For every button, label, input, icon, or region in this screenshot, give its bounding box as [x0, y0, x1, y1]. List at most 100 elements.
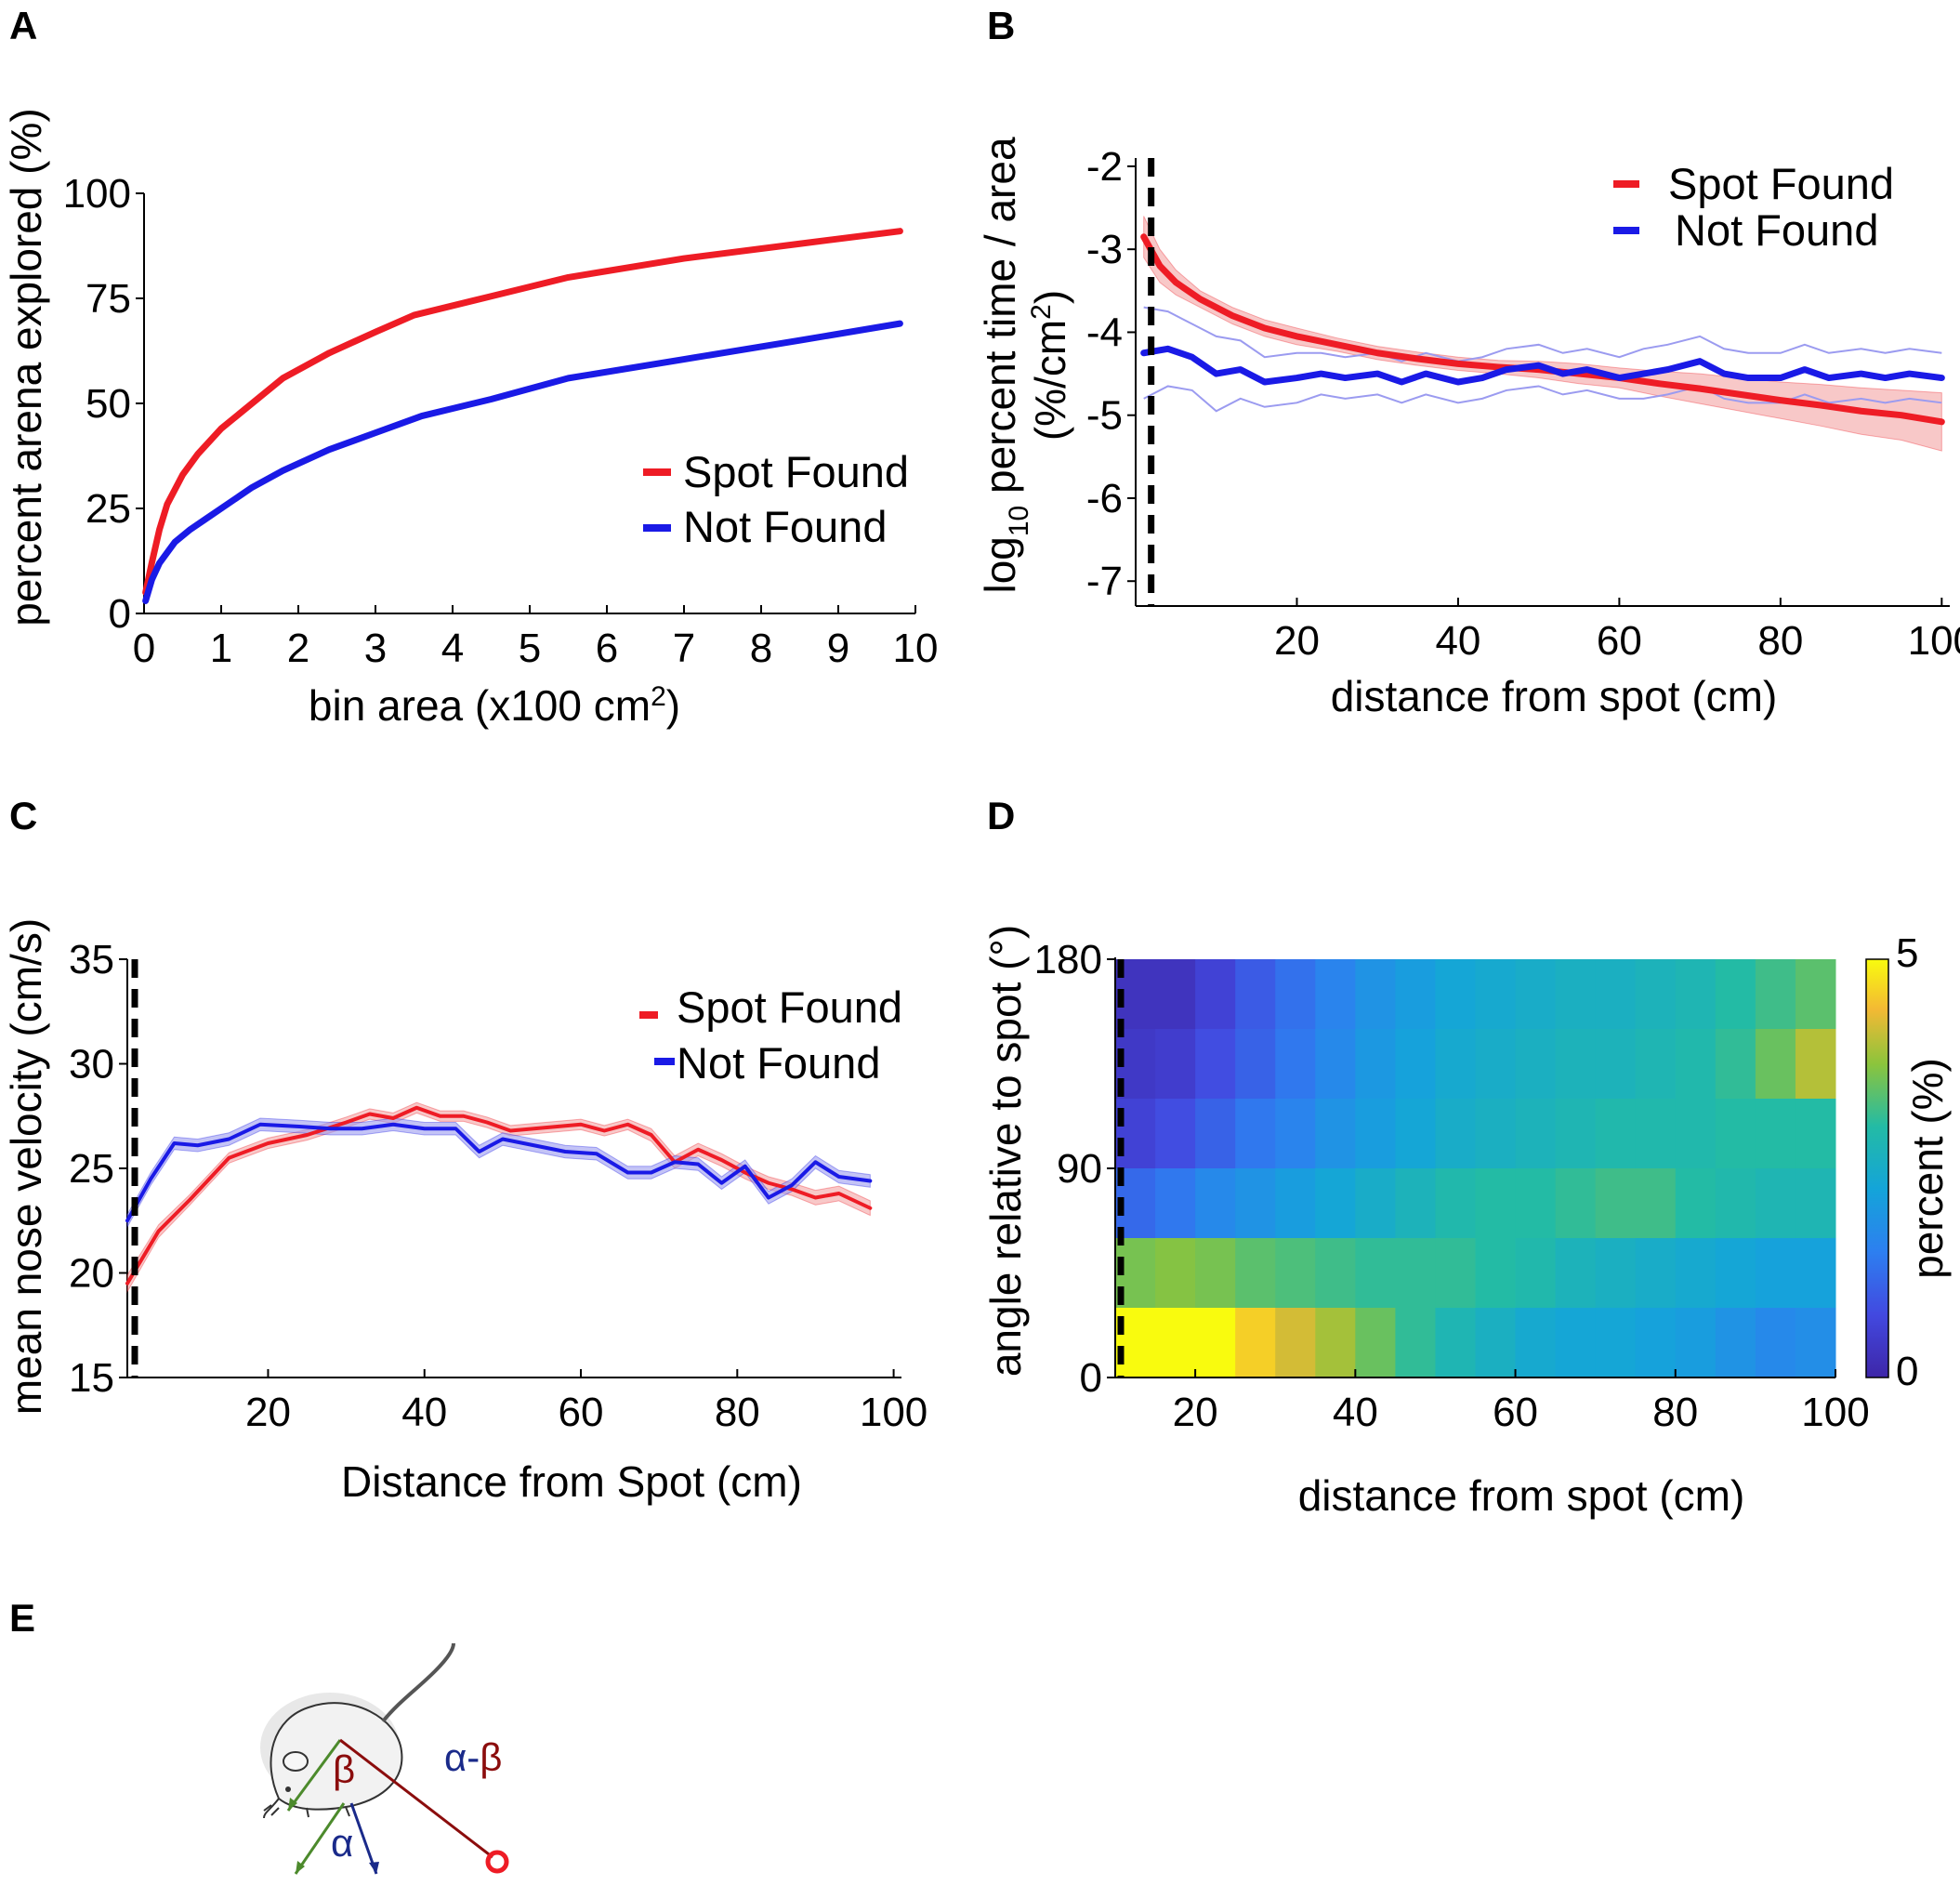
- d-heatmap-cell: [1755, 959, 1796, 1030]
- b-y-tick-label: -5: [1086, 393, 1123, 439]
- beta-label: β: [333, 1747, 355, 1791]
- panel-label-b: B: [987, 4, 1015, 47]
- d-heatmap-cell: [1395, 1308, 1436, 1378]
- d-heatmap-cell: [1155, 1029, 1196, 1100]
- d-heatmap-cell: [1795, 1308, 1836, 1378]
- d-y-tick-label: 0: [1080, 1355, 1102, 1401]
- b-legend-label-not-found: Not Found: [1675, 205, 1878, 255]
- d-heatmap-cell: [1555, 1029, 1597, 1100]
- d-heatmap-cell: [1475, 1308, 1517, 1378]
- d-x-tick-label: 60: [1493, 1390, 1538, 1435]
- c-found-error-band: [126, 1101, 871, 1294]
- d-heatmap-cell: [1475, 1029, 1517, 1100]
- d-heatmap-cell: [1795, 1238, 1836, 1309]
- d-heatmap-cell: [1675, 1308, 1717, 1378]
- heading-vector: [294, 1802, 346, 1875]
- d-heatmap-cell: [1595, 1099, 1637, 1169]
- d-heatmap-cell: [1595, 959, 1637, 1030]
- d-heatmap-cell: [1755, 1099, 1796, 1169]
- mouse-illustration: [260, 1642, 455, 1819]
- c-legend-label-not-found: Not Found: [677, 1038, 880, 1088]
- d-heatmap-cell: [1675, 1168, 1717, 1239]
- alpha-minus-beta-label: α-β: [444, 1735, 502, 1779]
- d-heatmap-cell: [1315, 1168, 1356, 1239]
- d-x-tick-label: 100: [1801, 1390, 1869, 1435]
- spot-marker-icon: [485, 1850, 509, 1874]
- d-heatmap-cell: [1435, 1099, 1476, 1169]
- heading-arrowhead-upper: [288, 1798, 297, 1811]
- panel-label-c: C: [9, 794, 37, 837]
- panel-label-d: D: [987, 794, 1015, 837]
- a-x-tick-label: 10: [893, 626, 939, 671]
- c-y-tick-label: 20: [69, 1251, 114, 1297]
- d-heatmap-cell: [1235, 959, 1276, 1030]
- d-y-tick-label: 180: [1034, 937, 1102, 982]
- b-x-tick-label: 80: [1757, 618, 1803, 664]
- d-heatmap-cell: [1795, 1099, 1836, 1169]
- d-heatmap-cell: [1275, 1308, 1316, 1378]
- d-heatmap-cell: [1235, 1029, 1276, 1100]
- a-series-line-not-found: [142, 320, 903, 604]
- d-heatmap-cell: [1395, 1168, 1436, 1239]
- b-not-found-lower-bound: [1143, 385, 1942, 413]
- b-x-tick-label: 40: [1435, 618, 1480, 664]
- b-x-tick-label: 60: [1597, 618, 1642, 664]
- d-heatmap-cell: [1715, 1029, 1756, 1100]
- c-legend-label-found: Spot Found: [677, 982, 902, 1032]
- d-heatmap-cell: [1795, 1168, 1836, 1239]
- d-heatmap-cell: [1235, 1168, 1276, 1239]
- d-heatmap-cell: [1715, 1238, 1756, 1309]
- d-heatmap-cell: [1515, 1308, 1557, 1378]
- d-heatmap-cell: [1435, 1238, 1476, 1309]
- b-not-found-upper-bound: [1143, 306, 1942, 362]
- d-heatmap-cell: [1595, 1238, 1637, 1309]
- d-heatmap-cell: [1515, 1099, 1557, 1169]
- d-heatmap-cell: [1275, 959, 1316, 1030]
- panel-a: A percent arena explored (%) bin area (x…: [2, 4, 938, 730]
- spot-vector: [339, 1738, 493, 1859]
- alpha-label: α: [331, 1821, 353, 1865]
- d-heatmap-cell: [1195, 1308, 1236, 1378]
- d-heatmap-cell: [1475, 1099, 1517, 1169]
- c-x-tick-label: 100: [860, 1390, 927, 1435]
- d-heatmap-cell: [1355, 1099, 1396, 1169]
- d-heatmap-cell: [1315, 959, 1356, 1030]
- a-y-tick-label: 75: [86, 276, 131, 322]
- d-heatmap-cell: [1715, 959, 1756, 1030]
- b-series-line-found: [1140, 233, 1945, 426]
- d-heatmap-cell: [1755, 1168, 1796, 1239]
- c-y-axis-label: mean nose velocity (cm/s): [2, 918, 50, 1415]
- direction-arrowhead: [369, 1862, 379, 1874]
- panel-d: D angle relative to spot (°) distance fr…: [981, 794, 1952, 1520]
- panel-label-e: E: [9, 1596, 35, 1640]
- c-y-tick-label: 25: [69, 1146, 114, 1192]
- heading-vector-upper: [286, 1739, 342, 1812]
- c-y-tick-label: 35: [69, 937, 114, 982]
- d-heatmap-cell: [1635, 1238, 1677, 1309]
- a-x-tick-label: 4: [441, 626, 464, 671]
- d-heatmap-cell: [1235, 1308, 1276, 1378]
- b-y-axis-label-units: (%/cm2): [1026, 290, 1074, 441]
- d-heatmap-cell: [1515, 1029, 1557, 1100]
- b-series-line-not-found: [1140, 345, 1945, 386]
- d-colorbar: [1865, 958, 1889, 1378]
- panel-e: E β α α-β: [9, 1596, 509, 1875]
- d-heatmap-cell: [1635, 1029, 1677, 1100]
- d-heatmap-cell: [1275, 1168, 1316, 1239]
- c-x-axis-label: Distance from Spot (cm): [341, 1457, 802, 1506]
- c-x-tick-label: 20: [245, 1390, 291, 1435]
- d-heatmap-cell: [1635, 959, 1677, 1030]
- d-heatmap-cell: [1555, 1308, 1597, 1378]
- d-heatmap-cell: [1715, 1099, 1756, 1169]
- a-y-tick-label: 50: [86, 381, 131, 427]
- d-heatmap-cell: [1315, 1238, 1356, 1309]
- d-y-tick-label: 90: [1057, 1146, 1102, 1192]
- heading-arrowhead: [296, 1861, 305, 1874]
- a-legend-label-found: Spot Found: [683, 447, 909, 496]
- d-heatmap-cell: [1675, 1099, 1717, 1169]
- d-heatmap-cell: [1355, 1168, 1396, 1239]
- d-heatmap-cell: [1195, 1238, 1236, 1309]
- d-heatmap-cell: [1355, 1308, 1396, 1378]
- d-heatmap-cell: [1675, 959, 1717, 1030]
- c-series-line-not-found: [125, 1122, 873, 1223]
